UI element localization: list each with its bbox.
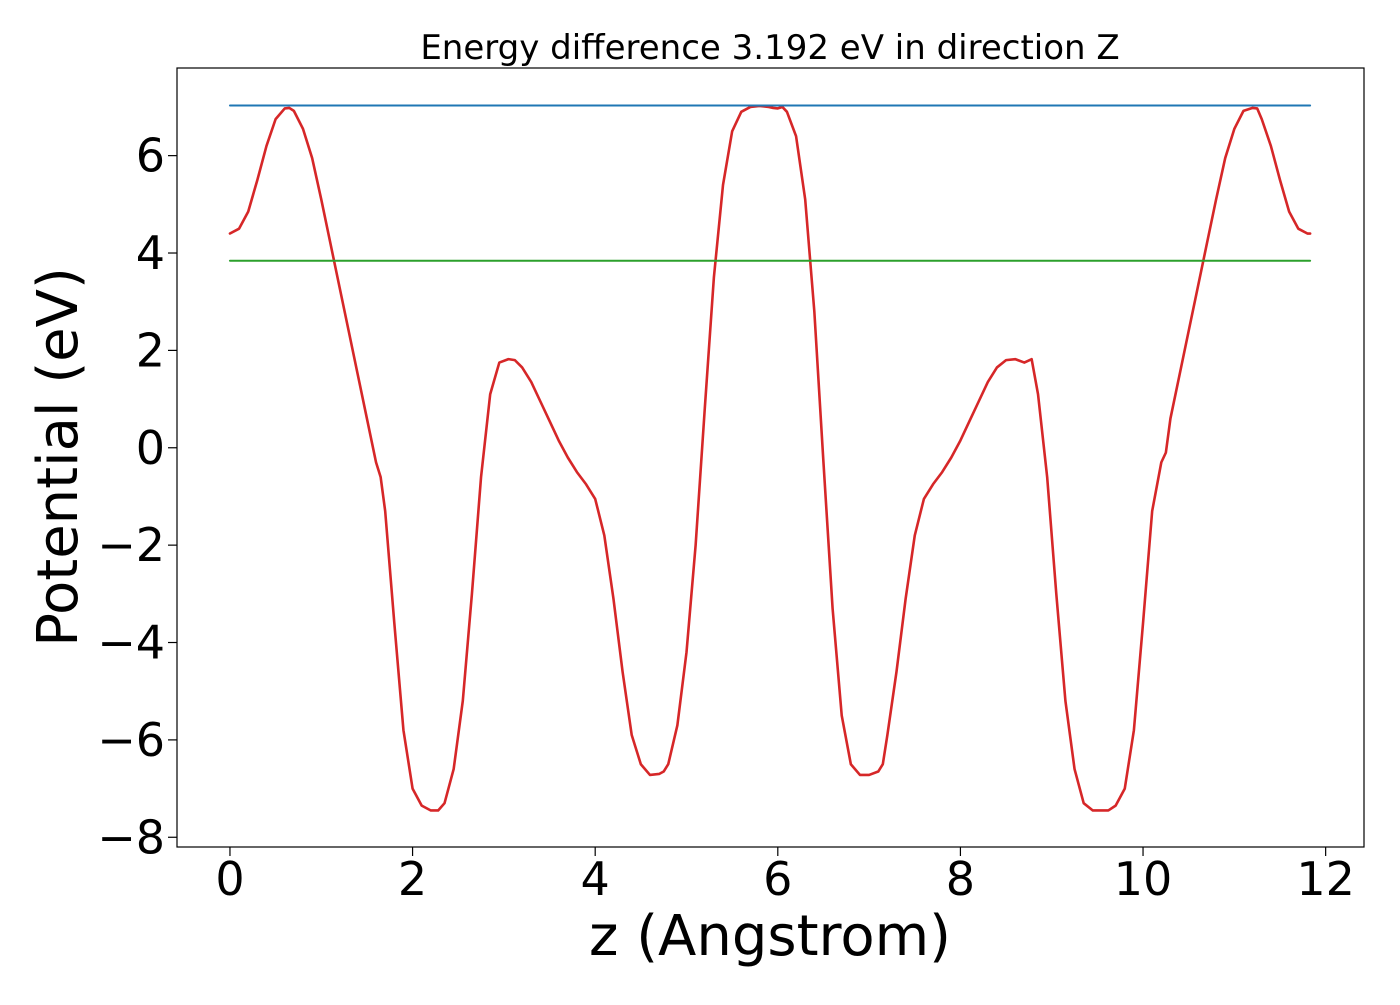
y-tick-label: −4 — [97, 616, 165, 670]
x-tick-label: 12 — [1296, 852, 1355, 906]
y-tick-label: 2 — [136, 323, 165, 377]
y-tick-label: 0 — [136, 421, 165, 475]
axes-frame — [176, 67, 1365, 848]
y-tick-label: 4 — [136, 226, 165, 280]
x-axis-label: z (Angstrom) — [589, 904, 951, 969]
x-tick-label: 2 — [398, 852, 427, 906]
y-axis-label: Potential (eV) — [26, 267, 91, 647]
y-tick-label: −2 — [97, 518, 165, 572]
x-tick-label: 8 — [946, 852, 975, 906]
plot-area — [228, 104, 1312, 812]
y-axis: −8 −6 −4 −2 0 2 4 6 — [97, 129, 177, 864]
x-tick-label: 0 — [215, 852, 244, 906]
x-tick-label: 10 — [1114, 852, 1173, 906]
x-axis: 0 2 4 6 8 10 12 — [215, 847, 1355, 906]
y-tick-label: 6 — [136, 129, 165, 183]
x-tick-label: 6 — [763, 852, 792, 906]
chart-title: Energy difference 3.192 eV in direction … — [420, 28, 1119, 68]
x-tick-label: 4 — [581, 852, 610, 906]
y-tick-label: −6 — [97, 713, 165, 767]
potential-curve — [228, 104, 1312, 812]
y-tick-label: −8 — [97, 810, 165, 864]
